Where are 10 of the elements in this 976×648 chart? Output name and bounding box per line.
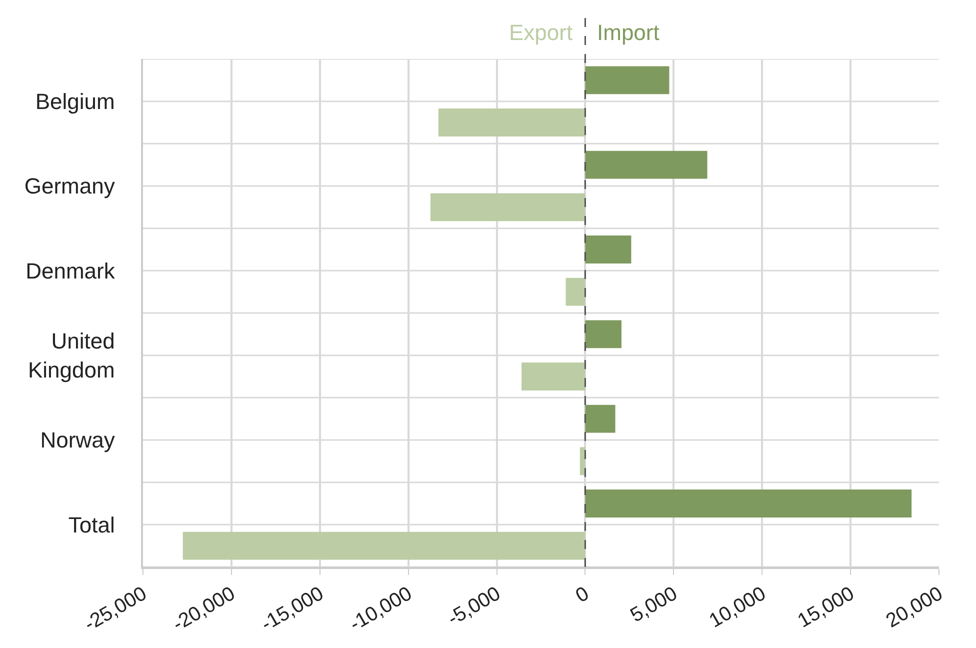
- series-label: Import: [597, 20, 660, 45]
- y-tick-label: Germany: [24, 174, 115, 199]
- y-tick-label: Norway: [40, 428, 115, 453]
- x-tick-label: 0: [572, 582, 593, 608]
- y-tick-label: United Kingdom: [28, 328, 115, 382]
- x-tick-label: 5,000: [626, 582, 682, 627]
- y-tick-label: Total: [68, 512, 115, 538]
- y-tick-label: Belgium: [35, 89, 115, 114]
- y-tick-label: Denmark: [26, 258, 116, 284]
- text: Export: [509, 20, 573, 45]
